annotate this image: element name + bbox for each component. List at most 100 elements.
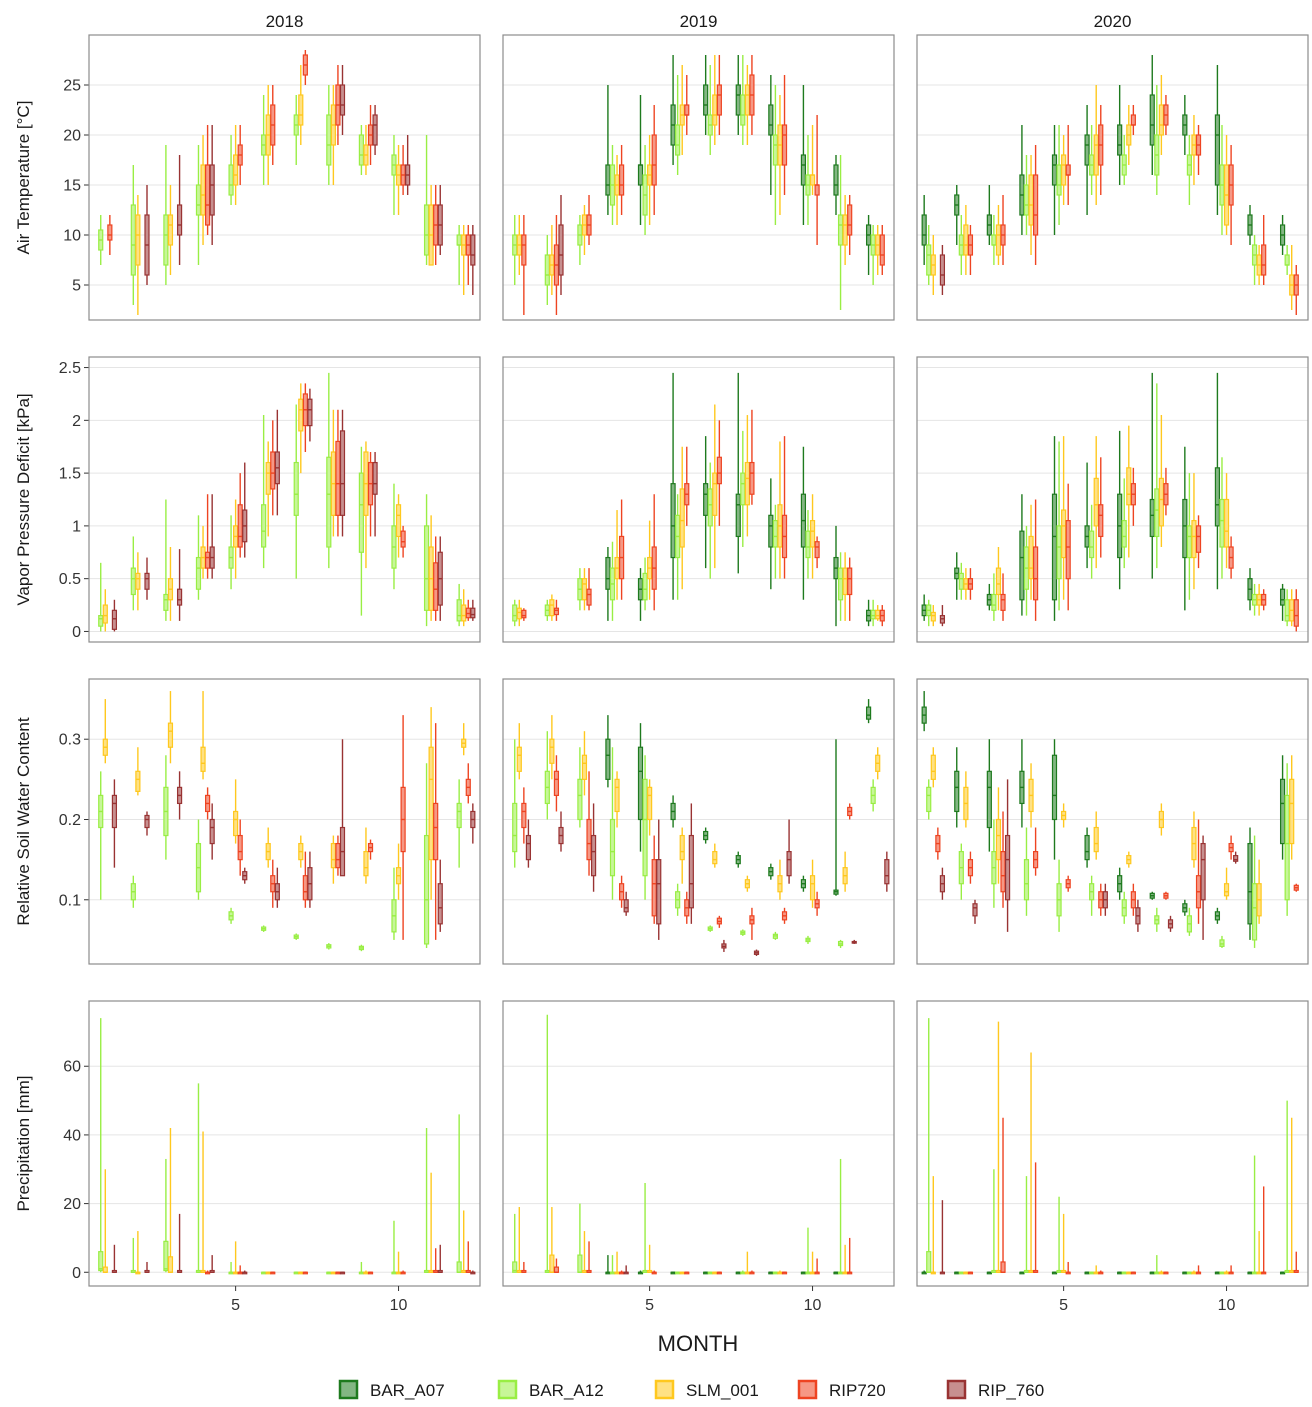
box: [205, 551, 211, 569]
box: [995, 224, 1002, 256]
box: [605, 556, 611, 590]
box: [358, 472, 364, 553]
panel-background: [917, 357, 1308, 642]
box: [995, 567, 1002, 596]
box: [102, 1266, 108, 1273]
box: [991, 234, 997, 246]
box: [521, 609, 527, 619]
box: [1084, 834, 1090, 861]
y-tick-label: 2.5: [59, 360, 81, 377]
x-tick-label: 10: [804, 1297, 822, 1314]
box: [423, 834, 430, 945]
y-tick-label: 20: [63, 128, 81, 145]
box: [1251, 883, 1258, 941]
box: [744, 84, 750, 116]
box: [1056, 525, 1062, 580]
box: [1158, 477, 1164, 527]
panel-border: [88, 678, 481, 965]
box: [768, 104, 774, 136]
x-tick-label: 5: [1059, 1297, 1068, 1314]
box: [98, 615, 104, 627]
box: [195, 184, 202, 216]
box: [163, 214, 169, 266]
box: [712, 472, 718, 516]
box: [972, 903, 978, 917]
y-tick-label: 15: [63, 178, 81, 195]
box: [930, 611, 936, 622]
box: [1089, 530, 1095, 559]
legend-swatch: [654, 1379, 675, 1400]
y-axis-label-vpd: Vapor Pressure Deficit [kPa]: [14, 393, 33, 605]
box: [1191, 520, 1197, 559]
box: [637, 746, 644, 821]
box: [144, 814, 150, 829]
y-tick-label: 25: [63, 78, 81, 95]
box: [768, 514, 774, 548]
box: [703, 84, 709, 116]
box: [237, 834, 243, 861]
panel-background: [503, 357, 894, 642]
box: [298, 94, 304, 126]
legend-swatch: [946, 1379, 967, 1400]
box: [1223, 498, 1230, 548]
box: [461, 604, 467, 622]
box: [963, 224, 969, 256]
box: [670, 483, 676, 559]
box: [679, 488, 685, 548]
panel-border: [916, 356, 1309, 643]
box: [1065, 164, 1071, 176]
box: [1084, 134, 1090, 166]
box: [335, 842, 341, 869]
panel-background: [503, 35, 894, 320]
box: [512, 604, 518, 622]
box: [516, 746, 522, 772]
box: [930, 754, 936, 780]
box: [847, 567, 853, 596]
box: [512, 1261, 518, 1273]
box: [837, 214, 844, 246]
box: [740, 472, 746, 506]
box: [144, 572, 150, 590]
box: [470, 234, 476, 266]
x-tick-label: 5: [645, 1297, 654, 1314]
box: [586, 818, 592, 861]
panel-border: [916, 34, 1309, 321]
box: [395, 504, 402, 538]
box: [642, 778, 648, 877]
box: [1233, 855, 1239, 862]
box: [233, 810, 239, 837]
box: [651, 134, 657, 186]
panel-border: [88, 1000, 481, 1287]
box: [688, 834, 694, 909]
box: [1033, 174, 1039, 236]
box: [326, 456, 332, 548]
box: [609, 818, 616, 877]
box: [707, 488, 713, 527]
box: [1149, 94, 1155, 146]
y-tick-label: 2: [72, 413, 81, 430]
box: [1028, 535, 1034, 580]
box: [1098, 504, 1104, 538]
box: [1154, 488, 1160, 538]
box: [1293, 599, 1299, 627]
box: [939, 254, 946, 286]
box: [456, 802, 462, 829]
box: [302, 875, 308, 901]
box: [135, 770, 141, 792]
box: [1284, 599, 1290, 622]
box: [675, 124, 681, 156]
box: [735, 493, 741, 538]
box: [847, 204, 853, 236]
box: [167, 214, 174, 246]
box: [228, 164, 234, 196]
box: [814, 184, 820, 196]
box: [1061, 509, 1067, 559]
box: [1051, 493, 1058, 601]
box: [176, 588, 183, 606]
box: [1000, 851, 1006, 893]
box: [800, 154, 807, 186]
box: [637, 164, 644, 186]
box: [423, 204, 430, 256]
panel-border: [916, 678, 1309, 965]
box: [307, 398, 313, 427]
